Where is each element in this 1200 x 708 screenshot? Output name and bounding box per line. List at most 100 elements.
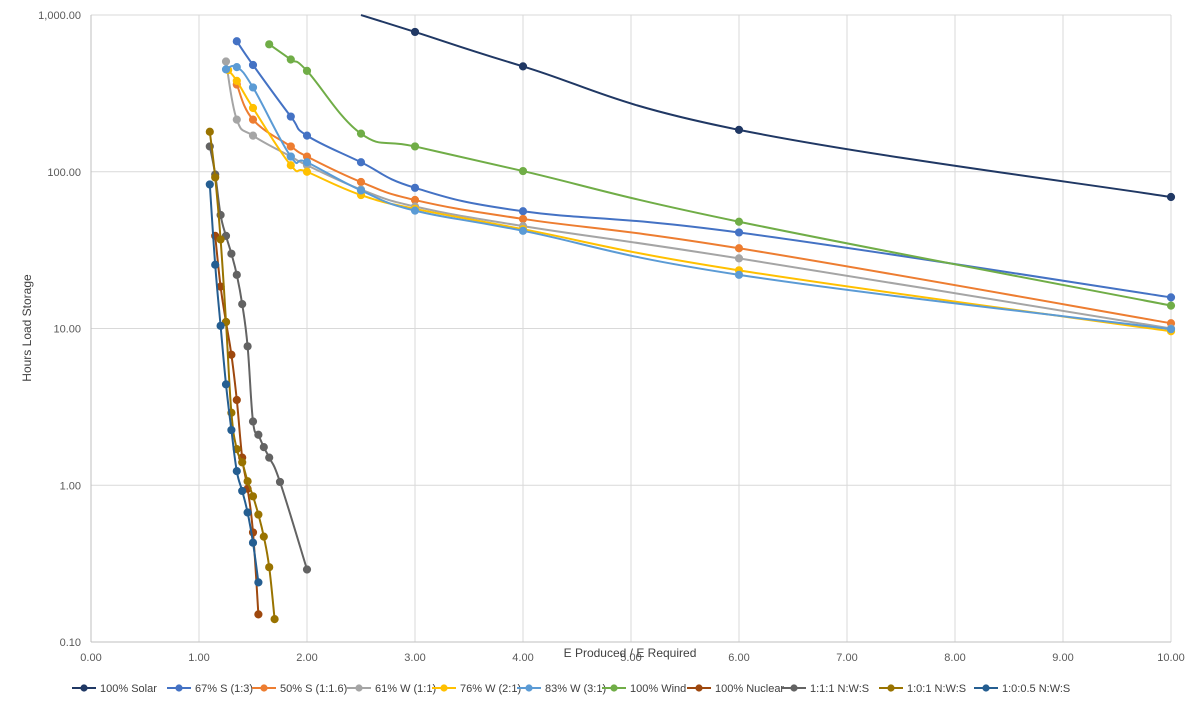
data-point	[216, 321, 225, 330]
data-point	[221, 57, 231, 66]
x-tick-label: 2.00	[296, 652, 317, 664]
series-100-solar	[360, 14, 1176, 202]
legend-label: 1:0:1 N:W:S	[907, 683, 966, 695]
legend-swatch-marker	[80, 684, 88, 692]
data-point	[356, 129, 366, 138]
legend-swatch-marker	[260, 684, 268, 692]
legend-swatch-marker	[355, 684, 363, 692]
legend-label: 61% W (1:1)	[375, 683, 436, 695]
data-point	[238, 458, 247, 467]
data-point	[410, 183, 420, 192]
data-point	[232, 395, 241, 405]
data-point	[248, 131, 258, 140]
series-1-0-0-5-n-w-s	[205, 180, 263, 587]
data-point	[275, 477, 285, 487]
y-tick-label: 100.00	[47, 167, 81, 179]
x-axis-title: E Produced / E Required	[564, 646, 697, 660]
legend: 100% Solar 67% S (1:3) 50% S (1:1.6) 61% W …	[72, 683, 1070, 695]
series-line	[208, 184, 260, 583]
legend-item: 83% W (3:1)	[517, 683, 606, 695]
data-point	[518, 207, 528, 216]
data-point	[518, 214, 528, 224]
data-point	[410, 206, 420, 215]
data-point	[302, 158, 312, 167]
legend-item: 100% Wind	[602, 683, 686, 695]
series-100-wind	[265, 40, 1176, 310]
data-point	[238, 486, 247, 496]
data-point	[221, 317, 231, 327]
data-point	[254, 510, 263, 519]
data-point	[302, 131, 312, 140]
data-point	[356, 186, 366, 195]
data-point	[286, 55, 295, 64]
legend-swatch-marker	[175, 684, 183, 692]
data-point	[286, 142, 295, 151]
data-point	[286, 161, 295, 170]
legend-item: 67% S (1:3)	[167, 683, 253, 695]
data-point	[205, 180, 214, 189]
data-point	[286, 112, 295, 121]
data-point	[248, 103, 258, 113]
data-point	[232, 37, 241, 46]
y-axis-title: Hours Load Storage	[20, 274, 34, 382]
data-point	[1166, 192, 1176, 202]
legend-label: 76% W (2:1)	[460, 683, 521, 695]
data-point	[265, 453, 274, 462]
data-point	[248, 83, 258, 92]
data-point	[734, 254, 744, 263]
data-point	[243, 508, 252, 517]
data-point	[211, 260, 220, 269]
data-point	[265, 563, 274, 572]
data-point	[221, 380, 231, 389]
data-point	[518, 226, 528, 235]
legend-label: 67% S (1:3)	[195, 683, 253, 695]
data-point	[265, 40, 274, 49]
data-point	[302, 66, 312, 75]
legend-swatch-marker	[790, 684, 798, 692]
legend-item: 76% W (2:1)	[432, 683, 521, 695]
legend-label: 1:0:0.5 N:W:S	[1002, 683, 1070, 695]
data-point	[254, 578, 263, 587]
legend-item: 61% W (1:1)	[347, 683, 436, 695]
data-point	[232, 467, 241, 476]
x-tick-label: 9.00	[1052, 652, 1073, 664]
data-point	[227, 249, 236, 258]
data-point	[232, 115, 241, 124]
legend-label: 100% Solar	[100, 683, 157, 695]
legend-label: 100% Nuclear	[715, 683, 784, 695]
data-point	[232, 76, 241, 85]
series-83-w-3-1-	[221, 63, 1176, 334]
x-tick-label: 6.00	[728, 652, 749, 664]
data-point	[238, 300, 247, 309]
data-point	[232, 270, 241, 279]
legend-item: 50% S (1:1.6)	[252, 683, 347, 695]
data-point	[211, 173, 220, 182]
x-tick-label: 4.00	[512, 652, 533, 664]
data-point	[410, 142, 420, 151]
data-point	[286, 152, 295, 161]
series-1-1-1-n-w-s	[205, 142, 312, 574]
data-point	[1166, 293, 1176, 302]
data-point	[410, 27, 420, 37]
data-point	[259, 443, 268, 452]
legend-swatch-marker	[610, 684, 618, 692]
legend-label: 83% W (3:1)	[545, 683, 606, 695]
data-point	[227, 425, 236, 435]
x-tick-label: 0.00	[80, 652, 101, 664]
data-point	[356, 177, 366, 187]
data-point	[734, 228, 744, 237]
x-tick-label: 10.00	[1157, 652, 1185, 664]
legend-swatch-marker	[887, 684, 895, 692]
data-point	[734, 217, 744, 226]
legend-item: 100% Solar	[72, 683, 157, 695]
data-point	[248, 492, 258, 501]
data-point	[248, 115, 258, 124]
data-point	[248, 60, 258, 70]
data-point	[270, 614, 279, 624]
data-point	[518, 62, 528, 71]
legend-swatch-marker	[525, 684, 533, 692]
x-tick-label: 8.00	[944, 652, 965, 664]
series-67-s-1-3-	[232, 37, 1176, 302]
